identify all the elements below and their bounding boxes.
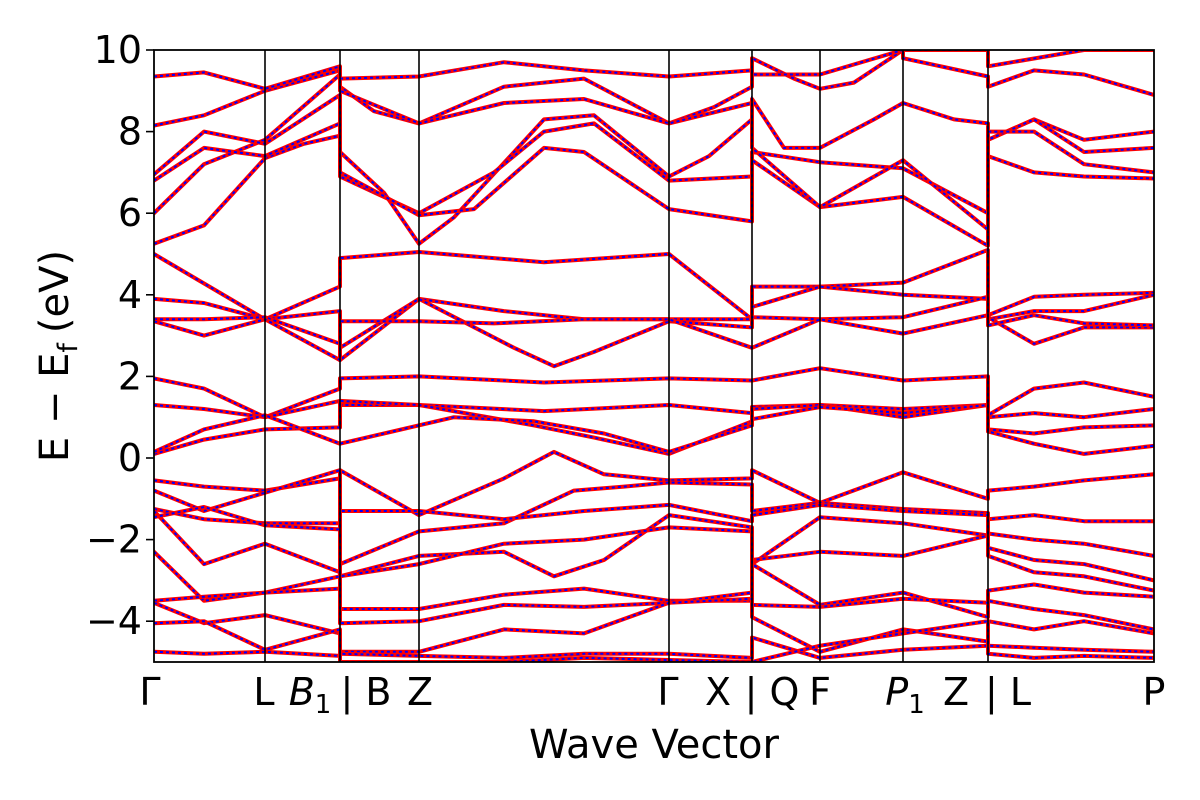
band-line-solid-20 (154, 586, 1154, 632)
y-tick-label: 4 (118, 273, 142, 317)
kpoint-label: | L (985, 670, 1031, 715)
band-lines (154, 50, 1154, 662)
band-line-solid-4 (154, 68, 1154, 232)
plot-frame (153, 49, 1155, 663)
kpoint-label: | Q (745, 670, 800, 715)
kpoint-label: B1 (289, 670, 332, 720)
band-line-dashed-18 (154, 503, 1154, 582)
kpoint-label: X (705, 670, 731, 714)
y-tick-label: 10 (94, 28, 142, 72)
kpoint-label: L (253, 670, 274, 714)
kpoint-label: P1 (885, 670, 924, 720)
band-line-solid-23 (154, 619, 1154, 662)
kpoint-label: Γ (657, 670, 678, 714)
y-axis-title-main: E − E (32, 353, 78, 463)
y-tick-label: 8 (118, 110, 142, 154)
y-axis-title-unit: (eV) (32, 250, 78, 333)
y-axis-ticks: −4 −2 0 2 4 6 8 10 (86, 28, 154, 643)
kpoint-label: Z (407, 670, 433, 714)
y-tick-label: −2 (86, 518, 142, 562)
band-line-dashed-4 (154, 69, 1154, 232)
band-line-dashed-10 (154, 367, 1154, 419)
kpoint-label: F (809, 670, 831, 714)
band-line-dashed-12 (154, 399, 1154, 455)
band-line-solid-21 (154, 596, 1154, 654)
band-line-solid-6 (154, 247, 1154, 322)
y-tick-label: 6 (118, 191, 142, 235)
y-axis-title: E − Ef (eV) (32, 250, 84, 462)
band-line-dashed-7 (154, 285, 1154, 363)
band-line-dashed-11 (154, 399, 1154, 419)
x-axis-title: Wave Vector (529, 722, 780, 768)
kpoint-label: Γ (139, 670, 160, 714)
kpoint-label: P (1143, 670, 1166, 714)
y-tick-label: 2 (118, 354, 142, 398)
band-line-solid-9 (154, 313, 1154, 363)
band-line-dashed-21 (154, 597, 1154, 653)
y-tick-label: 0 (118, 436, 142, 480)
high-symmetry-lines (264, 50, 989, 662)
y-tick-label: −4 (86, 599, 142, 643)
band-line-dashed-17 (154, 510, 1154, 610)
y-axis-title-sub: f (53, 342, 84, 353)
kpoint-label: Z (943, 670, 969, 714)
kpoint-label: | B (341, 670, 392, 715)
